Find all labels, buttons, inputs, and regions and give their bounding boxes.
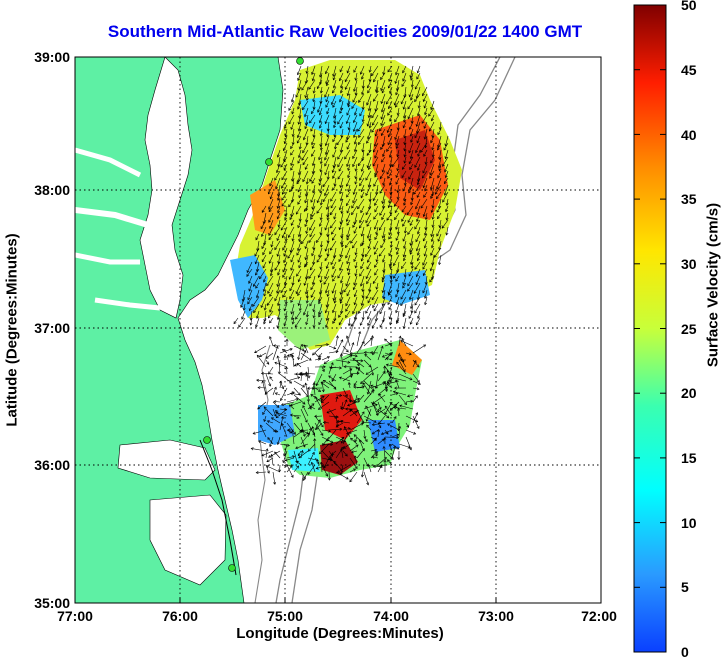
grid-lines: [75, 57, 601, 603]
chesapeake-bay: [139, 57, 193, 319]
y-tick-label: 36:00: [34, 457, 70, 473]
x-tick-label: 74:00: [373, 608, 409, 624]
radar-station-marker: [203, 436, 211, 444]
radar-stations: [203, 57, 304, 572]
velocity-patch-darkred: [320, 440, 358, 475]
sound-water: [149, 494, 227, 586]
y-tick-label: 35:00: [34, 595, 70, 611]
x-tick-label: 72:00: [581, 608, 617, 624]
colorbar-tick-label: 0: [681, 644, 689, 659]
velocity-patch-dark: [395, 130, 435, 190]
x-axis-label: Longitude (Degrees:Minutes): [236, 625, 444, 642]
velocity-patch-orange: [250, 180, 285, 235]
radar-station-marker: [228, 564, 236, 572]
colorbar-tick-label: 40: [681, 127, 697, 143]
y-tick-label: 37:00: [34, 320, 70, 336]
y-tick-label: 39:00: [34, 49, 70, 65]
colorbar-tick-label: 15: [681, 450, 697, 466]
map-title: Southern Mid-Atlantic Raw Velocities 200…: [107, 22, 583, 41]
plot-frame: [74, 56, 602, 604]
radar-station-marker: [296, 57, 304, 65]
x-tick-label: 75:00: [267, 608, 303, 624]
barrier-island: [199, 439, 237, 576]
river: [75, 207, 149, 228]
x-tick-label: 77:00: [57, 608, 93, 624]
velocity-patch-cyan: [288, 448, 320, 472]
bathymetry-contour: [291, 57, 516, 603]
colorbar-tick-label: 35: [681, 191, 697, 207]
colorbar-tick-label: 10: [681, 515, 697, 531]
bathymetry-contour: [254, 344, 271, 603]
colorbar-tick-label: 25: [681, 321, 697, 337]
velocity-patch-blue: [382, 270, 430, 305]
colorbar-tick-label: 30: [681, 256, 697, 272]
colorbar-tick-label: 5: [681, 579, 689, 595]
x-tick-label: 73:00: [478, 608, 514, 624]
velocity-patch-red: [320, 390, 362, 440]
velocity-patch-orange: [392, 340, 422, 375]
velocity-vectors: [233, 65, 449, 486]
velocity-patch-blue: [258, 405, 295, 445]
river: [75, 147, 142, 178]
colorbar-tick-label: 45: [681, 62, 697, 78]
y-tick-label: 38:00: [34, 182, 70, 198]
sound-water: [117, 439, 216, 481]
x-tick-label: 76:00: [162, 608, 198, 624]
colorbar-tick-label: 20: [681, 385, 697, 401]
river: [75, 252, 140, 265]
colorbar-tick-marks: [634, 4, 666, 653]
radar-station-marker: [265, 158, 273, 166]
x-tick-marks: [74, 598, 602, 603]
velocity-patch-blue: [230, 255, 268, 318]
river: [94, 297, 161, 311]
colorbar-tick-label: 50: [681, 0, 697, 13]
